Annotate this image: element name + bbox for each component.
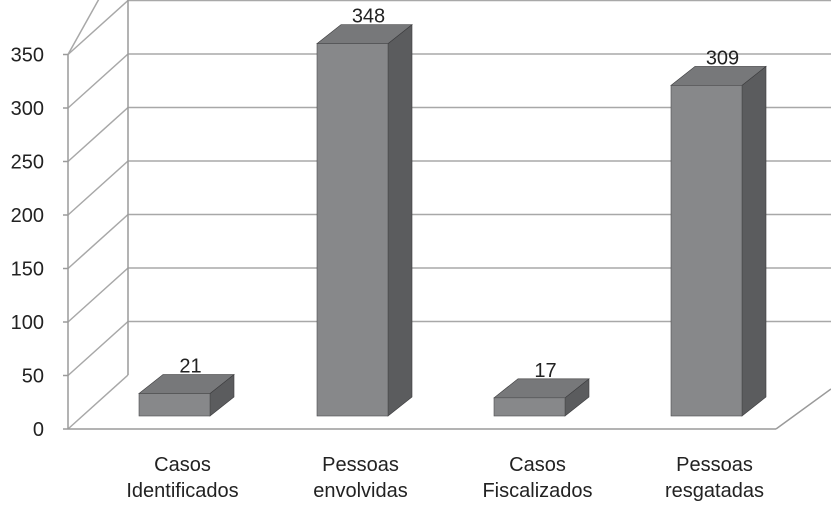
category-labels: Casos Identificados Pessoas envolvidas Casos… [126, 454, 764, 502]
wall-gridline [67, 320, 129, 377]
y-tick-label: 350 [11, 45, 44, 67]
bar [138, 373, 235, 417]
wall-gridline [67, 374, 129, 430]
floor-edge [775, 388, 831, 430]
wall-gridline [67, 0, 100, 55]
bar [493, 378, 590, 417]
bar [670, 65, 767, 417]
category-label: Pessoas resgatadas [665, 454, 764, 502]
data-label: 21 [179, 356, 201, 378]
y-tick-label: 0 [33, 419, 44, 441]
data-label: 348 [352, 6, 385, 28]
category-label: Casos Identificados [126, 454, 238, 502]
wall-gridline [67, 213, 129, 270]
y-tick-label: 250 [11, 152, 44, 174]
y-tick-label: 50 [22, 366, 44, 388]
wall-gridline [67, 0, 129, 56]
data-label: 17 [534, 360, 556, 382]
y-tick-label: 150 [11, 259, 44, 281]
data-labels: 21 348 17 309 [179, 6, 739, 382]
data-label: 309 [706, 47, 739, 69]
bars [138, 24, 767, 417]
y-tick-label: 300 [11, 98, 44, 120]
wall-gridline [67, 53, 129, 109]
wall-gridline [67, 106, 129, 163]
bar [316, 24, 413, 417]
category-label: Casos Fiscalizados [482, 454, 592, 502]
category-label: Pessoas envolvidas [313, 454, 408, 502]
y-axis-ticks: 0 50 100 150 200 250 300 350 [11, 45, 44, 442]
axes [63, 0, 831, 430]
wall-gridline [67, 267, 129, 323]
y-tick-label: 100 [11, 312, 44, 334]
wall-gridline [67, 160, 129, 216]
y-tick-label: 200 [11, 205, 44, 227]
